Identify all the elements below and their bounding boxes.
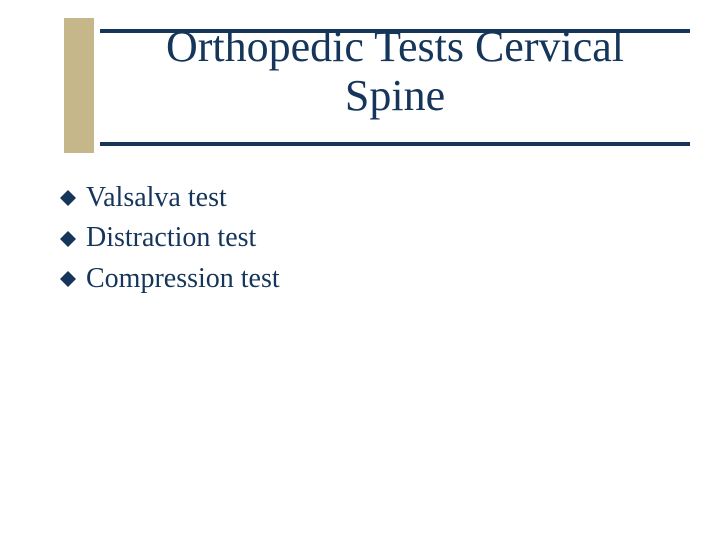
- accent-bar: [64, 18, 94, 153]
- title-rule-bottom: [100, 142, 690, 146]
- bullet-label: Distraction test: [86, 220, 256, 256]
- list-item: Valsalva test: [60, 180, 280, 216]
- title-line-1: Orthopedic Tests Cervical: [130, 22, 660, 71]
- bullet-label: Valsalva test: [86, 180, 227, 216]
- bullet-list: Valsalva test Distraction test Compressi…: [60, 180, 280, 301]
- title-line-2: Spine: [130, 71, 660, 120]
- diamond-bullet-icon: [60, 271, 76, 287]
- bullet-label: Compression test: [86, 261, 280, 297]
- slide-title: Orthopedic Tests Cervical Spine: [130, 22, 660, 121]
- list-item: Distraction test: [60, 220, 280, 256]
- list-item: Compression test: [60, 261, 280, 297]
- diamond-bullet-icon: [60, 231, 76, 247]
- diamond-bullet-icon: [60, 190, 76, 206]
